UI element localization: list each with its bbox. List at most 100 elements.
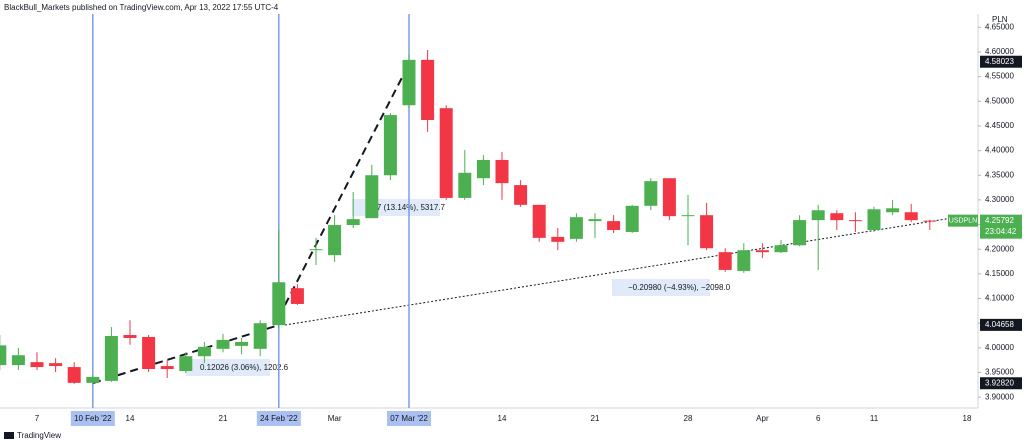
candle-body [290, 288, 304, 304]
candle-body [309, 249, 323, 251]
candle-body [235, 341, 249, 346]
candle-body [67, 367, 81, 383]
candle-body [142, 336, 156, 370]
footer: TradingView [17, 431, 61, 440]
x-tick-label: 24 Feb '22 [260, 414, 298, 423]
x-tick-label: 14 [126, 414, 135, 423]
x-tick-label: 18 [963, 414, 972, 423]
candle-body [514, 185, 528, 205]
candle-body [30, 362, 44, 368]
x-tick-label: Mar [328, 414, 342, 423]
symbol-tag-bg [948, 214, 978, 227]
candle-body [104, 336, 118, 381]
y-tick-label: 4.35000 [985, 170, 1014, 179]
y-tick-label: 4.40000 [985, 146, 1014, 155]
currency: PLN [992, 15, 1008, 24]
x-tick-label: Apr [756, 414, 769, 423]
y-tick-label: 4.50000 [985, 96, 1014, 105]
candle-body [49, 363, 63, 367]
last-price-bg [980, 214, 1022, 239]
candle-body [681, 215, 695, 217]
y-tick-label: 4.30000 [985, 195, 1014, 204]
x-tick-label: 7 [35, 414, 40, 423]
candle-body [830, 213, 844, 221]
candle-body [886, 208, 900, 213]
y-tick-label: 4.55000 [985, 72, 1014, 81]
x-tick-label: 21 [219, 414, 228, 423]
candle-body [811, 210, 825, 221]
candle-body [718, 252, 732, 270]
candle-body [644, 181, 658, 206]
y-tick-label: 4.20000 [985, 244, 1014, 253]
x-tick-label: 11 [870, 414, 879, 423]
x-tick-label: 07 Mar '22 [390, 414, 428, 423]
candle-body [439, 108, 453, 198]
y-tick-label: 4.65000 [985, 22, 1014, 31]
candle-body [11, 355, 25, 366]
price-label: 3.92820 [985, 378, 1014, 387]
price-label: 4.58023 [985, 57, 1014, 66]
candle-body [328, 225, 342, 256]
candle-body [383, 115, 397, 176]
x-tick-label: 21 [591, 414, 600, 423]
x-label-highlight [70, 411, 115, 426]
y-tick-label: 4.10000 [985, 294, 1014, 303]
candle-body [86, 376, 100, 383]
price-label-bg [980, 55, 1022, 68]
candle-body [160, 366, 174, 370]
candle-body [848, 220, 862, 222]
y-tick-label: 4.45000 [985, 121, 1014, 130]
price-label: 4.04658 [985, 320, 1014, 329]
candle-body [755, 250, 769, 253]
x-tick-label: 10 Feb '22 [74, 414, 112, 423]
x-tick-label: 6 [816, 414, 821, 423]
candle-body [532, 204, 546, 238]
x-tick-label: 28 [684, 414, 693, 423]
last-price: 4.25792 [985, 216, 1014, 225]
candle-body [179, 356, 193, 372]
y-tick-label: 4.60000 [985, 47, 1014, 56]
footer-logo [4, 432, 14, 439]
candle-body [904, 212, 918, 221]
y-tick-label: 3.90000 [985, 392, 1014, 401]
candle-body [774, 245, 788, 253]
x-label-highlight [256, 411, 301, 426]
candle-body [551, 236, 565, 242]
candle-body [458, 172, 472, 198]
y-tick-label: 4.00000 [985, 343, 1014, 352]
price-label-bg [980, 318, 1022, 331]
candle-body [0, 345, 7, 366]
symbol-tag: USDPLN [949, 217, 977, 224]
measurement: 177 (13.14%), 5317.7 [368, 203, 445, 212]
x-tick-label: 14 [498, 414, 507, 423]
measurement: 0.12026 (3.06%), 1202.6 [200, 363, 289, 372]
candle-body [588, 219, 602, 222]
countdown: 23:04:42 [985, 227, 1017, 236]
candle-body [197, 346, 211, 357]
candle-body [253, 323, 267, 349]
candle-body [737, 250, 751, 271]
candle-body [793, 220, 807, 246]
candle-body [402, 59, 416, 106]
candle-body [216, 339, 230, 349]
candle-body [607, 221, 621, 230]
candle-body [123, 335, 137, 338]
y-tick-label: 4.15000 [985, 269, 1014, 278]
candle-body [625, 205, 639, 232]
candle-body [272, 282, 286, 326]
candle-body [923, 220, 937, 222]
candle-body [700, 215, 714, 249]
candle-body [476, 159, 490, 179]
candle-body [867, 209, 881, 230]
candle-body [421, 59, 435, 121]
candle-body [569, 217, 583, 239]
price-label-bg [980, 377, 1022, 390]
candle-body [346, 219, 360, 226]
x-label-highlight [387, 411, 431, 426]
y-tick-label: 3.95000 [985, 368, 1014, 377]
header: BlackBull_Markets published on TradingVi… [4, 3, 279, 12]
candle-body [662, 178, 676, 217]
measurement: −0.20980 (−4.93%), −2098.0 [628, 283, 731, 292]
